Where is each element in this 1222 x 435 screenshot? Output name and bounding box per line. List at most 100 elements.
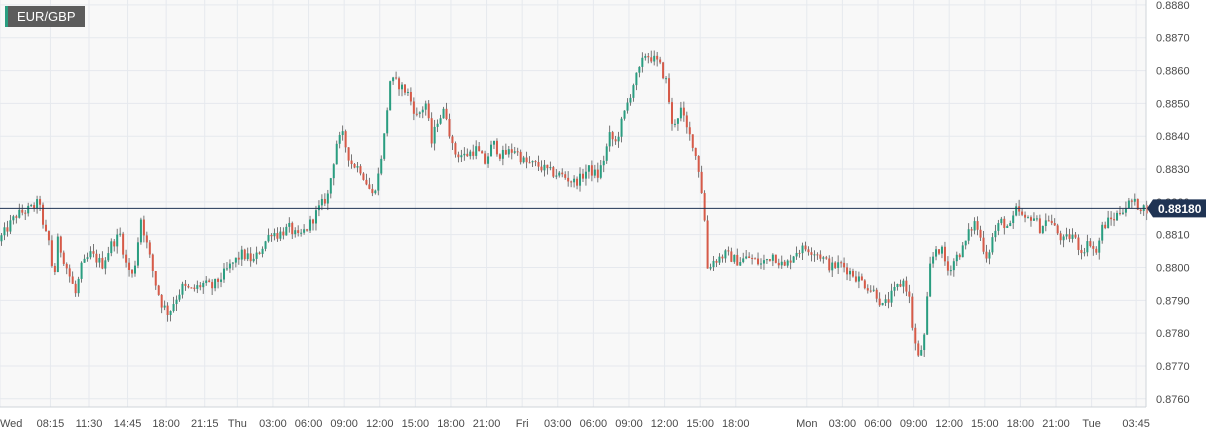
- candle-body: [1107, 217, 1110, 229]
- candle: [1104, 221, 1107, 230]
- candle: [439, 114, 442, 125]
- candle-body: [237, 257, 240, 260]
- candle: [617, 131, 620, 148]
- candle: [142, 215, 145, 243]
- candle-body: [712, 260, 715, 268]
- candle-body: [979, 229, 982, 238]
- candles: [0, 50, 1148, 358]
- candle: [638, 66, 641, 78]
- candle-body: [401, 84, 404, 90]
- candle-body: [21, 209, 24, 213]
- candle: [866, 284, 869, 294]
- candle: [184, 280, 187, 291]
- candle-body: [670, 102, 674, 124]
- candle: [498, 153, 501, 162]
- candle-body: [68, 268, 71, 277]
- candle: [890, 283, 893, 307]
- candle-body: [160, 294, 163, 308]
- candle-body: [475, 146, 478, 156]
- candle: [113, 238, 116, 252]
- candle: [421, 106, 424, 119]
- candle: [258, 251, 261, 255]
- candle-body: [433, 126, 436, 144]
- candle: [878, 292, 881, 307]
- candle: [730, 247, 733, 263]
- candle-body: [39, 199, 42, 205]
- candle-body: [905, 280, 908, 292]
- candle: [362, 172, 365, 181]
- candle: [837, 255, 840, 275]
- time-tick-label: 03:00: [544, 418, 572, 430]
- candle: [74, 280, 77, 297]
- candle-body: [579, 173, 582, 186]
- candle: [44, 219, 47, 232]
- candle-body: [71, 276, 74, 284]
- candle: [626, 98, 629, 114]
- symbol-badge[interactable]: EUR/GBP: [5, 6, 85, 27]
- candle: [1035, 215, 1038, 222]
- candle: [386, 107, 389, 137]
- candle-body: [341, 131, 344, 136]
- candle-body: [398, 78, 401, 90]
- candle: [320, 194, 323, 211]
- candle-body: [222, 268, 226, 280]
- candle: [398, 76, 401, 96]
- candle-body: [338, 135, 341, 144]
- candle-body: [122, 233, 125, 255]
- candle-body: [74, 283, 77, 294]
- candle: [573, 175, 576, 188]
- candle-body: [843, 262, 846, 268]
- candle: [896, 283, 899, 291]
- candle-body: [899, 284, 902, 287]
- candle-body: [406, 91, 409, 93]
- candle-body: [128, 262, 131, 270]
- candle-body: [679, 107, 682, 119]
- candle: [709, 263, 712, 271]
- candle: [95, 249, 98, 268]
- candle-body: [1006, 225, 1009, 228]
- candle: [887, 292, 890, 309]
- candle-body: [638, 66, 641, 73]
- candle: [653, 50, 656, 66]
- candle-body: [715, 260, 718, 263]
- candle: [368, 177, 371, 190]
- candle-body: [243, 249, 246, 260]
- candle: [264, 240, 267, 252]
- candle: [377, 167, 380, 196]
- candle: [819, 250, 822, 262]
- candle-body: [510, 149, 513, 153]
- candle-body: [537, 162, 540, 167]
- time-tick-label: Thu: [228, 418, 247, 430]
- candle-body: [685, 115, 688, 128]
- candle-body: [828, 258, 831, 271]
- candle-body: [1015, 206, 1018, 216]
- candle: [154, 270, 157, 290]
- time-tick-label: 15:00: [971, 418, 999, 430]
- candle: [128, 257, 131, 277]
- candle: [665, 76, 668, 84]
- candle: [448, 113, 451, 139]
- candle-body: [596, 169, 599, 178]
- candle: [555, 169, 558, 180]
- candle-body: [825, 257, 828, 259]
- candle-body: [946, 261, 949, 271]
- candle: [288, 217, 291, 233]
- candle-body: [1130, 200, 1133, 202]
- candle: [252, 253, 255, 263]
- candle: [1018, 199, 1021, 216]
- candle-body: [774, 254, 777, 263]
- candle: [1127, 197, 1130, 209]
- candle: [329, 177, 332, 199]
- candle: [243, 248, 246, 261]
- candle-body: [804, 245, 807, 250]
- candle: [970, 226, 973, 237]
- candle-body: [116, 234, 119, 247]
- time-tick-label: 15:00: [686, 418, 714, 430]
- candle-body: [225, 268, 228, 270]
- candle-body: [466, 153, 469, 157]
- candle: [303, 224, 306, 235]
- candle-body: [593, 169, 596, 176]
- candle-body: [647, 56, 650, 58]
- candle: [697, 155, 700, 178]
